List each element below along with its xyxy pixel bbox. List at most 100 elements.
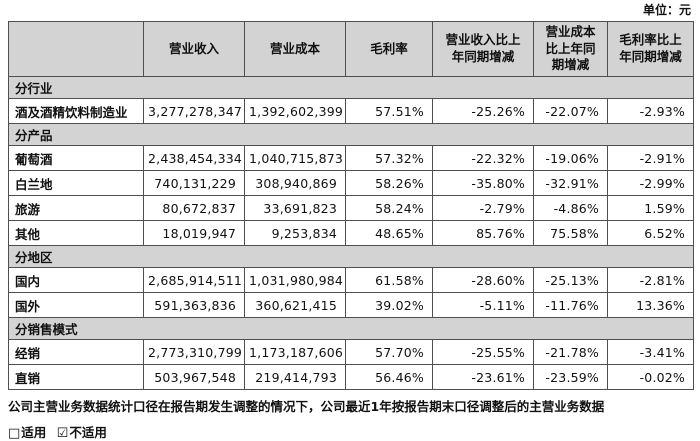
- header-cell-cost: 营业成本: [244, 21, 346, 77]
- table-cell: 39.02%: [345, 292, 433, 318]
- header-cell-cost-yoy: 营业成本 比上年同 期增减: [533, 21, 608, 77]
- table-cell: 2,685,914,511: [143, 267, 245, 293]
- table-cell: 56.46%: [345, 364, 433, 390]
- table-cell: 80,672,837: [143, 195, 245, 221]
- row-label: 其他: [8, 220, 144, 246]
- table-row: 经销 2,773,310,799 1,173,187,606 57.70% -2…: [8, 339, 694, 365]
- header-cell-empty: [8, 21, 144, 77]
- table-cell: -0.02%: [607, 364, 694, 390]
- section-title: 分产品: [8, 123, 694, 146]
- table-cell: -35.80%: [432, 170, 534, 196]
- table-cell: 57.32%: [345, 145, 433, 171]
- table-cell: 18,019,947: [143, 220, 245, 246]
- table-cell: 48.65%: [345, 220, 433, 246]
- table-row: 白兰地 740,131,229 308,940,869 58.26% -35.8…: [8, 170, 694, 196]
- row-label: 酒及酒精饮料制造业: [8, 98, 144, 124]
- row-label: 经销: [8, 339, 144, 365]
- table-cell: -25.13%: [533, 267, 608, 293]
- applicability-options: □适用 ☑不适用: [8, 422, 692, 441]
- option-applicable: □适用: [8, 425, 47, 441]
- table-cell: -4.86%: [533, 195, 608, 221]
- checkbox-checked-icon: ☑: [56, 426, 69, 441]
- header-cell-margin-yoy: 毛利率比上 年同期增减: [607, 21, 694, 77]
- table-cell: 85.76%: [432, 220, 534, 246]
- section-row-region: 分地区: [8, 245, 694, 268]
- section-title: 分销售模式: [8, 317, 694, 340]
- table-cell: -22.07%: [533, 98, 608, 124]
- table-cell: -32.91%: [533, 170, 608, 196]
- footer: 公司主营业务数据统计口径在报告期发生调整的情况下，公司最近1年按报告期末口径调整…: [8, 398, 692, 441]
- table-cell: 9,253,834: [244, 220, 346, 246]
- section-row-industry: 分行业: [8, 76, 694, 99]
- table-cell: 2,438,454,334: [143, 145, 245, 171]
- section-row-sales-model: 分销售模式: [8, 317, 694, 340]
- table-cell: -25.55%: [432, 339, 534, 365]
- table-row: 旅游 80,672,837 33,691,823 58.24% -2.79% -…: [8, 195, 694, 221]
- table-cell: 503,967,548: [143, 364, 245, 390]
- table-row: 国外 591,363,836 360,621,415 39.02% -5.11%…: [8, 292, 694, 318]
- table-cell: 1,392,602,399: [244, 98, 346, 124]
- table-cell: 13.36%: [607, 292, 694, 318]
- table-cell: 1,040,715,873: [244, 145, 346, 171]
- table-cell: 219,414,793: [244, 364, 346, 390]
- table-cell: 1,173,187,606: [244, 339, 346, 365]
- table-row: 直销 503,967,548 219,414,793 56.46% -23.61…: [8, 364, 694, 390]
- table-cell: -23.59%: [533, 364, 608, 390]
- table-cell: 308,940,869: [244, 170, 346, 196]
- table-cell: 75.58%: [533, 220, 608, 246]
- table-cell: 58.24%: [345, 195, 433, 221]
- main-business-data-table: 营业收入 营业成本 毛利率 营业收入比上 年同期增减 营业成本 比上年同 期增减…: [8, 21, 694, 390]
- table-cell: -21.78%: [533, 339, 608, 365]
- table-cell: -11.76%: [533, 292, 608, 318]
- table-cell: 360,621,415: [244, 292, 346, 318]
- table-cell: -28.60%: [432, 267, 534, 293]
- row-label: 葡萄酒: [8, 145, 144, 171]
- table-row: 其他 18,019,947 9,253,834 48.65% 85.76% 75…: [8, 220, 694, 246]
- table-cell: 33,691,823: [244, 195, 346, 221]
- unit-label: 单位：元: [642, 3, 691, 17]
- table-header-row: 营业收入 营业成本 毛利率 营业收入比上 年同期增减 营业成本 比上年同 期增减…: [8, 21, 694, 77]
- table-cell: 2,773,310,799: [143, 339, 245, 365]
- table-cell: -19.06%: [533, 145, 608, 171]
- section-row-product: 分产品: [8, 123, 694, 146]
- section-title: 分地区: [8, 245, 694, 268]
- row-label: 白兰地: [8, 170, 144, 196]
- table-cell: -2.79%: [432, 195, 534, 221]
- table-cell: -2.91%: [607, 145, 694, 171]
- table-cell: 57.70%: [345, 339, 433, 365]
- table-cell: -2.81%: [607, 267, 694, 293]
- table-row: 国内 2,685,914,511 1,031,980,984 61.58% -2…: [8, 267, 694, 293]
- footer-note: 公司主营业务数据统计口径在报告期发生调整的情况下，公司最近1年按报告期末口径调整…: [8, 399, 605, 414]
- table-cell: 57.51%: [345, 98, 433, 124]
- table-cell: 3,277,278,347: [143, 98, 245, 124]
- option-applicable-label: 适用: [21, 425, 47, 440]
- table-cell: -22.32%: [432, 145, 534, 171]
- table-cell: 61.58%: [345, 267, 433, 293]
- table-row: 葡萄酒 2,438,454,334 1,040,715,873 57.32% -…: [8, 145, 694, 171]
- table-cell: 1,031,980,984: [244, 267, 346, 293]
- table-cell: -2.99%: [607, 170, 694, 196]
- row-label: 国内: [8, 267, 144, 293]
- checkbox-unchecked-icon: □: [8, 426, 21, 441]
- table-cell: -3.41%: [607, 339, 694, 365]
- table-cell: -25.26%: [432, 98, 534, 124]
- header-cell-revenue-yoy: 营业收入比上 年同期增减: [432, 21, 534, 77]
- table-cell: -2.93%: [607, 98, 694, 124]
- option-not-applicable: ☑不适用: [56, 425, 107, 441]
- row-label: 直销: [8, 364, 144, 390]
- table-cell: 6.52%: [607, 220, 694, 246]
- table-cell: 58.26%: [345, 170, 433, 196]
- option-not-applicable-label: 不适用: [69, 425, 107, 440]
- header-cell-gross-margin: 毛利率: [345, 21, 433, 77]
- table-cell: 591,363,836: [143, 292, 245, 318]
- header-cell-revenue: 营业收入: [143, 21, 245, 77]
- table-cell: -23.61%: [432, 364, 534, 390]
- table-cell: -5.11%: [432, 292, 534, 318]
- row-label: 国外: [8, 292, 144, 318]
- table-cell: 1.59%: [607, 195, 694, 221]
- table-cell: 740,131,229: [143, 170, 245, 196]
- table-row: 酒及酒精饮料制造业 3,277,278,347 1,392,602,399 57…: [8, 98, 694, 124]
- row-label: 旅游: [8, 195, 144, 221]
- section-title: 分行业: [8, 76, 694, 99]
